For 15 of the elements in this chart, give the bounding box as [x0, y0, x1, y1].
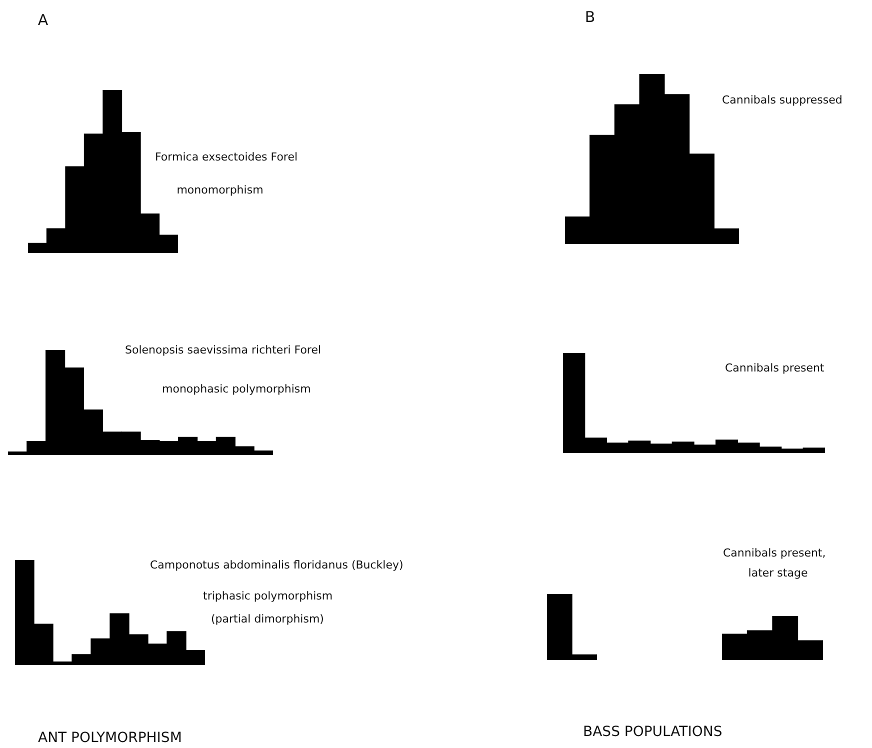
- chart-title: A: [38, 11, 48, 29]
- annotation: Camponotus abdominalis floridanus (Buckley): [150, 558, 404, 572]
- text: ANT POLYMORPHISM: [38, 730, 182, 746]
- annotation: Cannibals suppressed: [722, 94, 842, 106]
- text: Cannibals present,: [723, 546, 826, 560]
- text: BASS POPULATIONS: [583, 724, 722, 740]
- annotation: Cannibals present: [725, 362, 824, 374]
- annotation: monomorphism: [176, 184, 264, 196]
- annotation: triphasic polymorphism: [203, 590, 333, 602]
- text: (partial dimorphism): [211, 612, 324, 626]
- annotation: Solenopsis saevissima richteri Forel: [125, 344, 322, 356]
- chart-title: B: [584, 8, 596, 26]
- annotation: monophasic polymorphism: [162, 382, 311, 396]
- annotation: Formica exsectoides Forel: [155, 150, 298, 164]
- text: later stage: [748, 566, 808, 580]
